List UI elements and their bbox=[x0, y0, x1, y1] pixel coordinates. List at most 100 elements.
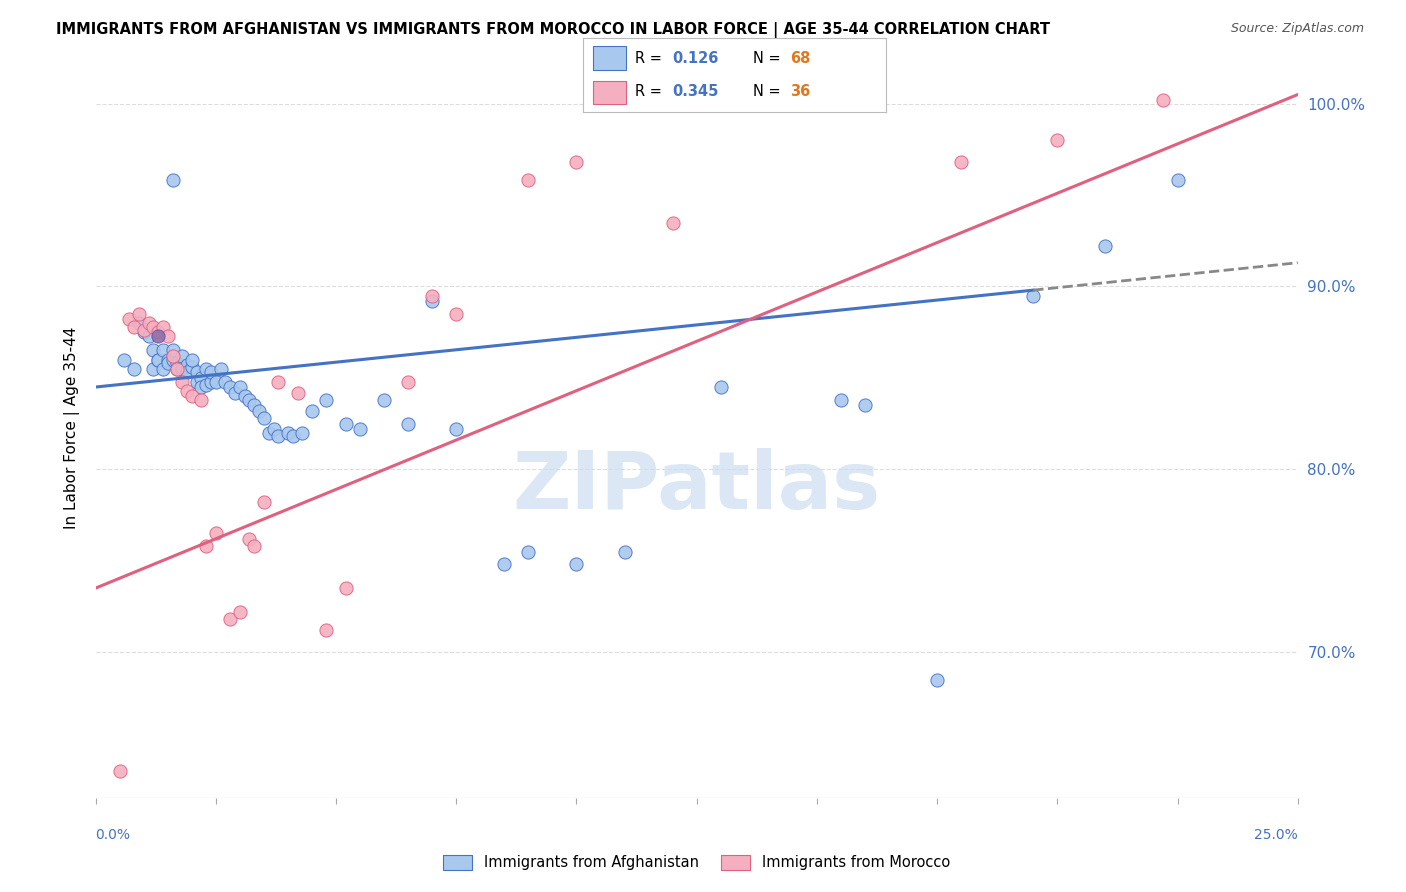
Point bbox=[238, 532, 260, 546]
Point bbox=[114, 352, 136, 367]
Text: 0.345: 0.345 bbox=[672, 84, 718, 99]
Point bbox=[229, 380, 252, 394]
Point bbox=[257, 425, 280, 440]
Point bbox=[565, 155, 588, 169]
Point bbox=[517, 544, 540, 558]
Text: IMMIGRANTS FROM AFGHANISTAN VS IMMIGRANTS FROM MOROCCO IN LABOR FORCE | AGE 35-4: IMMIGRANTS FROM AFGHANISTAN VS IMMIGRANT… bbox=[56, 22, 1050, 38]
Point bbox=[444, 307, 467, 321]
Point bbox=[138, 316, 160, 330]
Point bbox=[661, 215, 683, 229]
Point bbox=[122, 361, 145, 376]
Point bbox=[200, 365, 222, 379]
Text: 0.0%: 0.0% bbox=[96, 828, 131, 842]
Point bbox=[243, 398, 266, 412]
Point bbox=[146, 352, 169, 367]
Point bbox=[162, 173, 184, 187]
Point bbox=[142, 361, 165, 376]
Point bbox=[238, 392, 260, 407]
Point bbox=[315, 623, 337, 637]
Point bbox=[209, 361, 232, 376]
Point bbox=[517, 173, 540, 187]
Point bbox=[830, 392, 852, 407]
Point bbox=[373, 392, 395, 407]
Point bbox=[315, 392, 337, 407]
Point bbox=[166, 361, 188, 376]
Point bbox=[205, 526, 228, 541]
Point bbox=[190, 371, 212, 385]
Point bbox=[1046, 133, 1069, 147]
Point bbox=[156, 356, 179, 370]
Point bbox=[146, 325, 169, 339]
Text: N =: N = bbox=[752, 51, 785, 66]
Point bbox=[152, 343, 174, 358]
Point bbox=[267, 375, 290, 389]
Point bbox=[710, 380, 733, 394]
Text: 68: 68 bbox=[790, 51, 811, 66]
Point bbox=[420, 288, 443, 302]
Point bbox=[243, 539, 266, 553]
Point bbox=[172, 361, 194, 376]
Point bbox=[214, 375, 236, 389]
Point bbox=[229, 605, 252, 619]
Point bbox=[195, 378, 218, 392]
Point bbox=[138, 329, 160, 343]
Point bbox=[128, 307, 150, 321]
Text: Source: ZipAtlas.com: Source: ZipAtlas.com bbox=[1230, 22, 1364, 36]
Text: N =: N = bbox=[752, 84, 785, 99]
Text: 0.126: 0.126 bbox=[672, 51, 718, 66]
Point bbox=[190, 380, 212, 394]
Point bbox=[263, 422, 285, 436]
Text: ZIPatlas: ZIPatlas bbox=[513, 449, 880, 526]
Point bbox=[224, 385, 246, 400]
Point bbox=[291, 425, 314, 440]
Point bbox=[152, 361, 174, 376]
Point bbox=[172, 375, 194, 389]
Point bbox=[219, 380, 242, 394]
Point bbox=[219, 612, 242, 626]
Text: 25.0%: 25.0% bbox=[1254, 828, 1298, 842]
Point bbox=[156, 352, 179, 367]
Point bbox=[267, 429, 290, 443]
Point bbox=[142, 343, 165, 358]
Text: R =: R = bbox=[636, 84, 666, 99]
Text: 36: 36 bbox=[790, 84, 811, 99]
Point bbox=[349, 422, 371, 436]
Point bbox=[128, 316, 150, 330]
Point bbox=[108, 764, 131, 778]
Point bbox=[335, 417, 357, 431]
Point bbox=[950, 155, 973, 169]
Point bbox=[146, 329, 169, 343]
Point bbox=[146, 352, 169, 367]
Point bbox=[853, 398, 876, 412]
Point bbox=[186, 375, 208, 389]
Point bbox=[190, 392, 212, 407]
Point bbox=[152, 319, 174, 334]
Point bbox=[180, 389, 202, 403]
Point bbox=[186, 365, 208, 379]
Point bbox=[118, 312, 141, 326]
Point bbox=[613, 544, 636, 558]
Point bbox=[176, 365, 198, 379]
Point bbox=[180, 352, 202, 367]
Point bbox=[301, 404, 323, 418]
Point bbox=[200, 375, 222, 389]
Point bbox=[247, 404, 270, 418]
Point bbox=[396, 375, 419, 389]
Point bbox=[287, 385, 309, 400]
Point bbox=[281, 429, 304, 443]
Point bbox=[1022, 288, 1045, 302]
Point bbox=[142, 319, 165, 334]
Point bbox=[444, 422, 467, 436]
Point bbox=[162, 343, 184, 358]
Point bbox=[1094, 239, 1116, 253]
Point bbox=[176, 384, 198, 398]
Point bbox=[156, 329, 179, 343]
Point bbox=[172, 349, 194, 363]
Point bbox=[565, 558, 588, 572]
Text: R =: R = bbox=[636, 51, 666, 66]
Point bbox=[420, 294, 443, 309]
Point bbox=[166, 361, 188, 376]
FancyBboxPatch shape bbox=[592, 81, 626, 104]
Point bbox=[132, 325, 155, 339]
Point bbox=[166, 356, 188, 370]
